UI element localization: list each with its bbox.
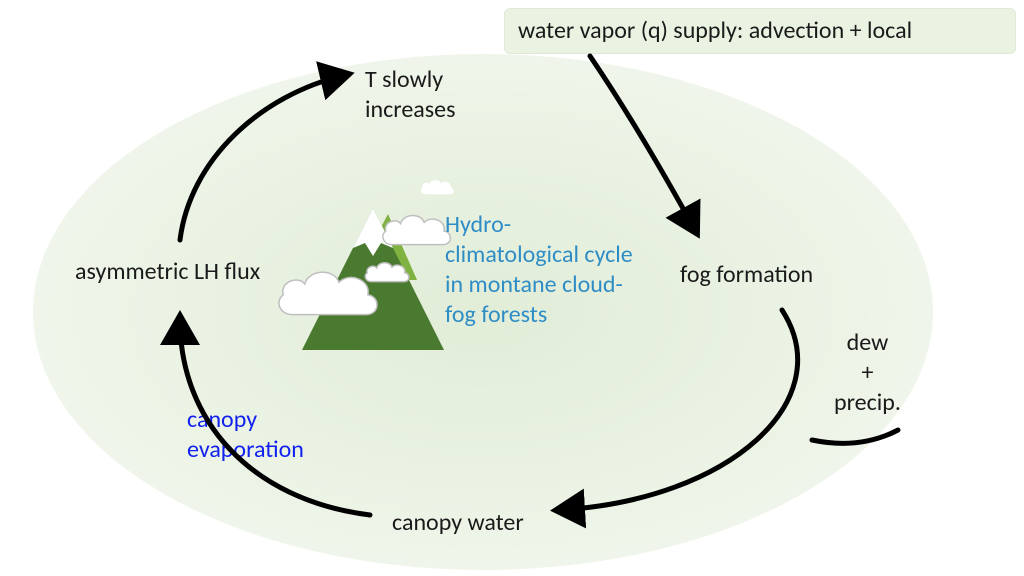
water-vapor-supply-label: water vapor (q) supply: advection + loca… — [518, 16, 912, 46]
node-canopy-water: canopy water — [392, 508, 524, 538]
diagram-stage: water vapor (q) supply: advection + loca… — [0, 0, 1024, 576]
node-t-slowly-increases: T slowly increases — [365, 65, 455, 125]
clouds-group — [279, 180, 454, 315]
mountain-front-peak — [302, 208, 444, 350]
cloud-small-top — [421, 180, 454, 194]
node-fog-formation: fog formation — [680, 260, 813, 290]
mountain-back-peak — [353, 214, 417, 280]
arrow-dew-branch — [812, 430, 898, 443]
node-asymmetric-lh-flux: asymmetric LH flux — [75, 257, 260, 287]
cloud-mid-small — [365, 263, 409, 282]
arrow-fog-to-canopy — [560, 310, 798, 510]
node-dew-precip: dew + precip. — [834, 328, 901, 418]
arrow-vapor-to-fog — [590, 56, 695, 230]
node-canopy-evaporation: canopy evaporation — [187, 405, 304, 465]
arrow-lh-to-tslow — [180, 75, 345, 240]
cloud-left-big — [279, 272, 377, 314]
cloud-right — [383, 216, 451, 245]
center-title: Hydro- climatological cycle in montane c… — [445, 210, 635, 330]
mountain-snow-cap — [353, 208, 393, 256]
